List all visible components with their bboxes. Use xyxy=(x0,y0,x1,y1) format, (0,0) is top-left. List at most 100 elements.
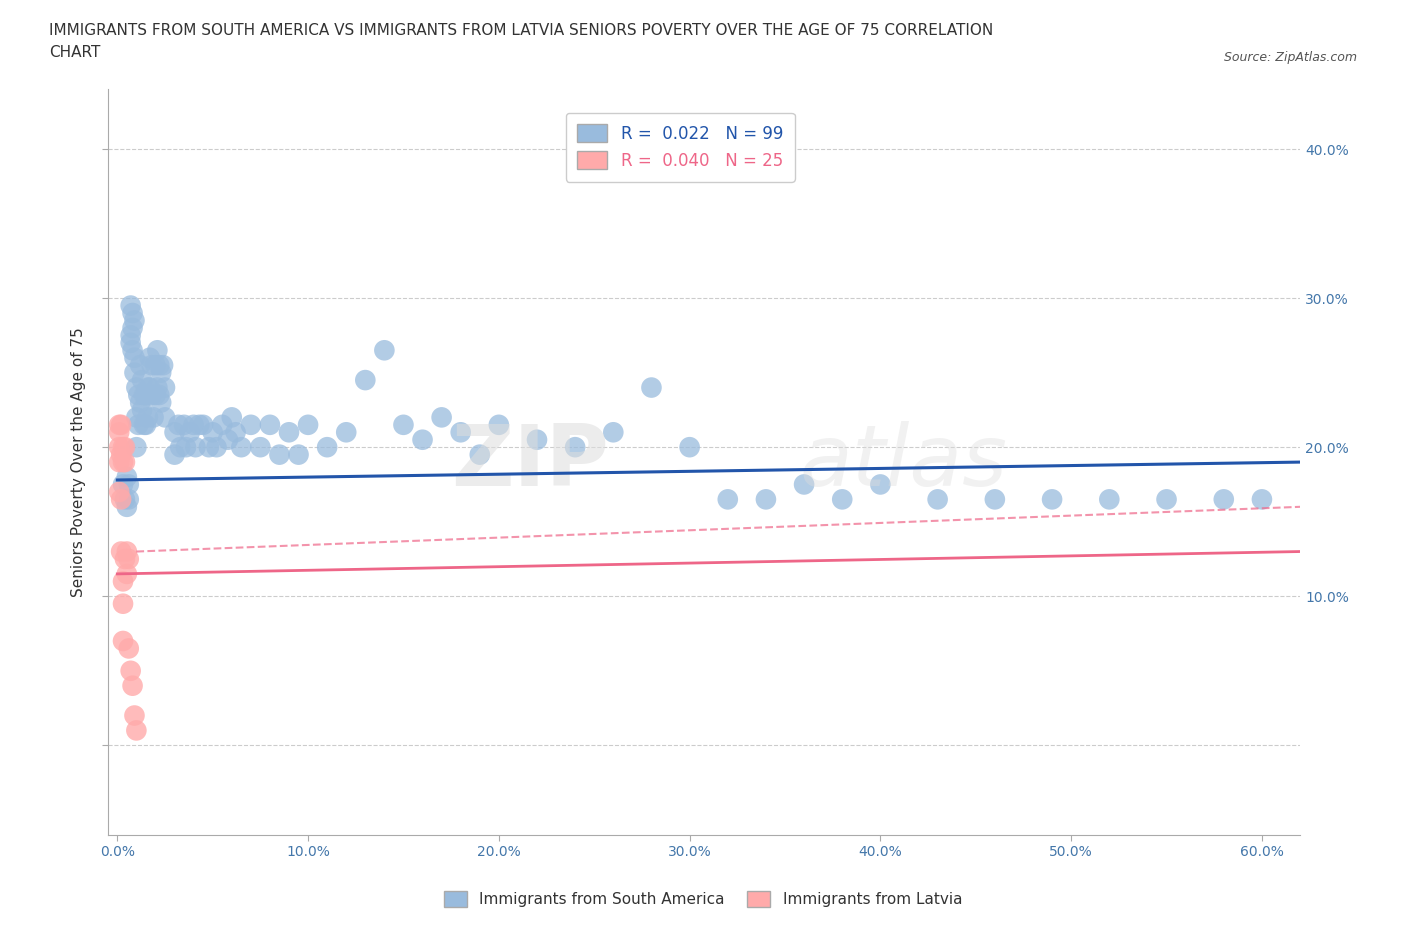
Point xyxy=(392,418,415,432)
Point xyxy=(108,418,131,432)
Point xyxy=(927,492,949,507)
Point xyxy=(120,299,142,313)
Point xyxy=(1040,492,1063,507)
Point xyxy=(150,395,173,410)
Point xyxy=(163,425,186,440)
Point xyxy=(138,351,160,365)
Point xyxy=(124,351,146,365)
Point xyxy=(131,403,153,418)
Point xyxy=(278,425,301,440)
Point xyxy=(110,447,132,462)
Point xyxy=(108,425,131,440)
Point xyxy=(1098,492,1121,507)
Point xyxy=(114,455,136,470)
Point xyxy=(112,440,135,455)
Point xyxy=(112,574,135,589)
Point xyxy=(188,418,211,432)
Text: CHART: CHART xyxy=(49,45,101,60)
Point xyxy=(269,447,291,462)
Point xyxy=(678,440,700,455)
Point xyxy=(450,425,472,440)
Legend: R =  0.022   N = 99, R =  0.040   N = 25: R = 0.022 N = 99, R = 0.040 N = 25 xyxy=(565,113,794,181)
Point xyxy=(316,440,339,455)
Point xyxy=(146,343,169,358)
Point xyxy=(239,418,262,432)
Point xyxy=(110,418,132,432)
Point xyxy=(121,678,143,693)
Point xyxy=(488,418,510,432)
Point xyxy=(174,440,197,455)
Point xyxy=(430,410,453,425)
Point xyxy=(191,418,214,432)
Point xyxy=(141,358,163,373)
Point xyxy=(259,418,281,432)
Point xyxy=(135,388,157,403)
Point xyxy=(211,418,233,432)
Text: ZIP: ZIP xyxy=(451,420,609,503)
Point xyxy=(526,432,548,447)
Point xyxy=(173,418,195,432)
Point xyxy=(112,455,135,470)
Point xyxy=(136,380,159,395)
Point xyxy=(124,708,146,723)
Point xyxy=(125,410,148,425)
Point xyxy=(141,388,163,403)
Point xyxy=(984,492,1007,507)
Point xyxy=(115,544,138,559)
Point xyxy=(145,358,167,373)
Point xyxy=(412,432,434,447)
Point xyxy=(717,492,740,507)
Point xyxy=(231,440,253,455)
Point xyxy=(831,492,853,507)
Point xyxy=(136,410,159,425)
Point xyxy=(755,492,778,507)
Point xyxy=(297,418,319,432)
Point xyxy=(114,440,136,455)
Point xyxy=(127,388,149,403)
Point xyxy=(135,418,157,432)
Legend: Immigrants from South America, Immigrants from Latvia: Immigrants from South America, Immigrant… xyxy=(437,884,969,913)
Point xyxy=(287,447,309,462)
Point xyxy=(115,566,138,581)
Point xyxy=(114,551,136,566)
Point xyxy=(1212,492,1234,507)
Point xyxy=(124,313,146,328)
Point xyxy=(142,410,165,425)
Point xyxy=(152,358,174,373)
Text: Source: ZipAtlas.com: Source: ZipAtlas.com xyxy=(1223,51,1357,64)
Point xyxy=(108,455,131,470)
Point xyxy=(112,633,135,648)
Point xyxy=(201,425,224,440)
Point xyxy=(184,440,207,455)
Point xyxy=(153,410,176,425)
Point xyxy=(118,477,141,492)
Point xyxy=(132,418,155,432)
Point xyxy=(148,358,170,373)
Point xyxy=(217,432,239,447)
Point xyxy=(125,723,148,737)
Point xyxy=(640,380,662,395)
Point xyxy=(112,596,135,611)
Point xyxy=(335,425,357,440)
Point xyxy=(145,388,167,403)
Point xyxy=(114,492,136,507)
Point xyxy=(153,380,176,395)
Point xyxy=(115,470,138,485)
Point xyxy=(179,425,201,440)
Point xyxy=(468,447,491,462)
Point xyxy=(127,418,149,432)
Point xyxy=(129,358,152,373)
Point xyxy=(115,499,138,514)
Point xyxy=(112,477,135,492)
Point xyxy=(118,551,141,566)
Point xyxy=(169,440,191,455)
Point xyxy=(132,388,155,403)
Point xyxy=(121,321,143,336)
Point xyxy=(198,440,221,455)
Point xyxy=(793,477,815,492)
Point xyxy=(146,380,169,395)
Point xyxy=(1156,492,1178,507)
Text: IMMIGRANTS FROM SOUTH AMERICA VS IMMIGRANTS FROM LATVIA SENIORS POVERTY OVER THE: IMMIGRANTS FROM SOUTH AMERICA VS IMMIGRA… xyxy=(49,23,994,38)
Point xyxy=(118,641,141,656)
Point xyxy=(150,365,173,380)
